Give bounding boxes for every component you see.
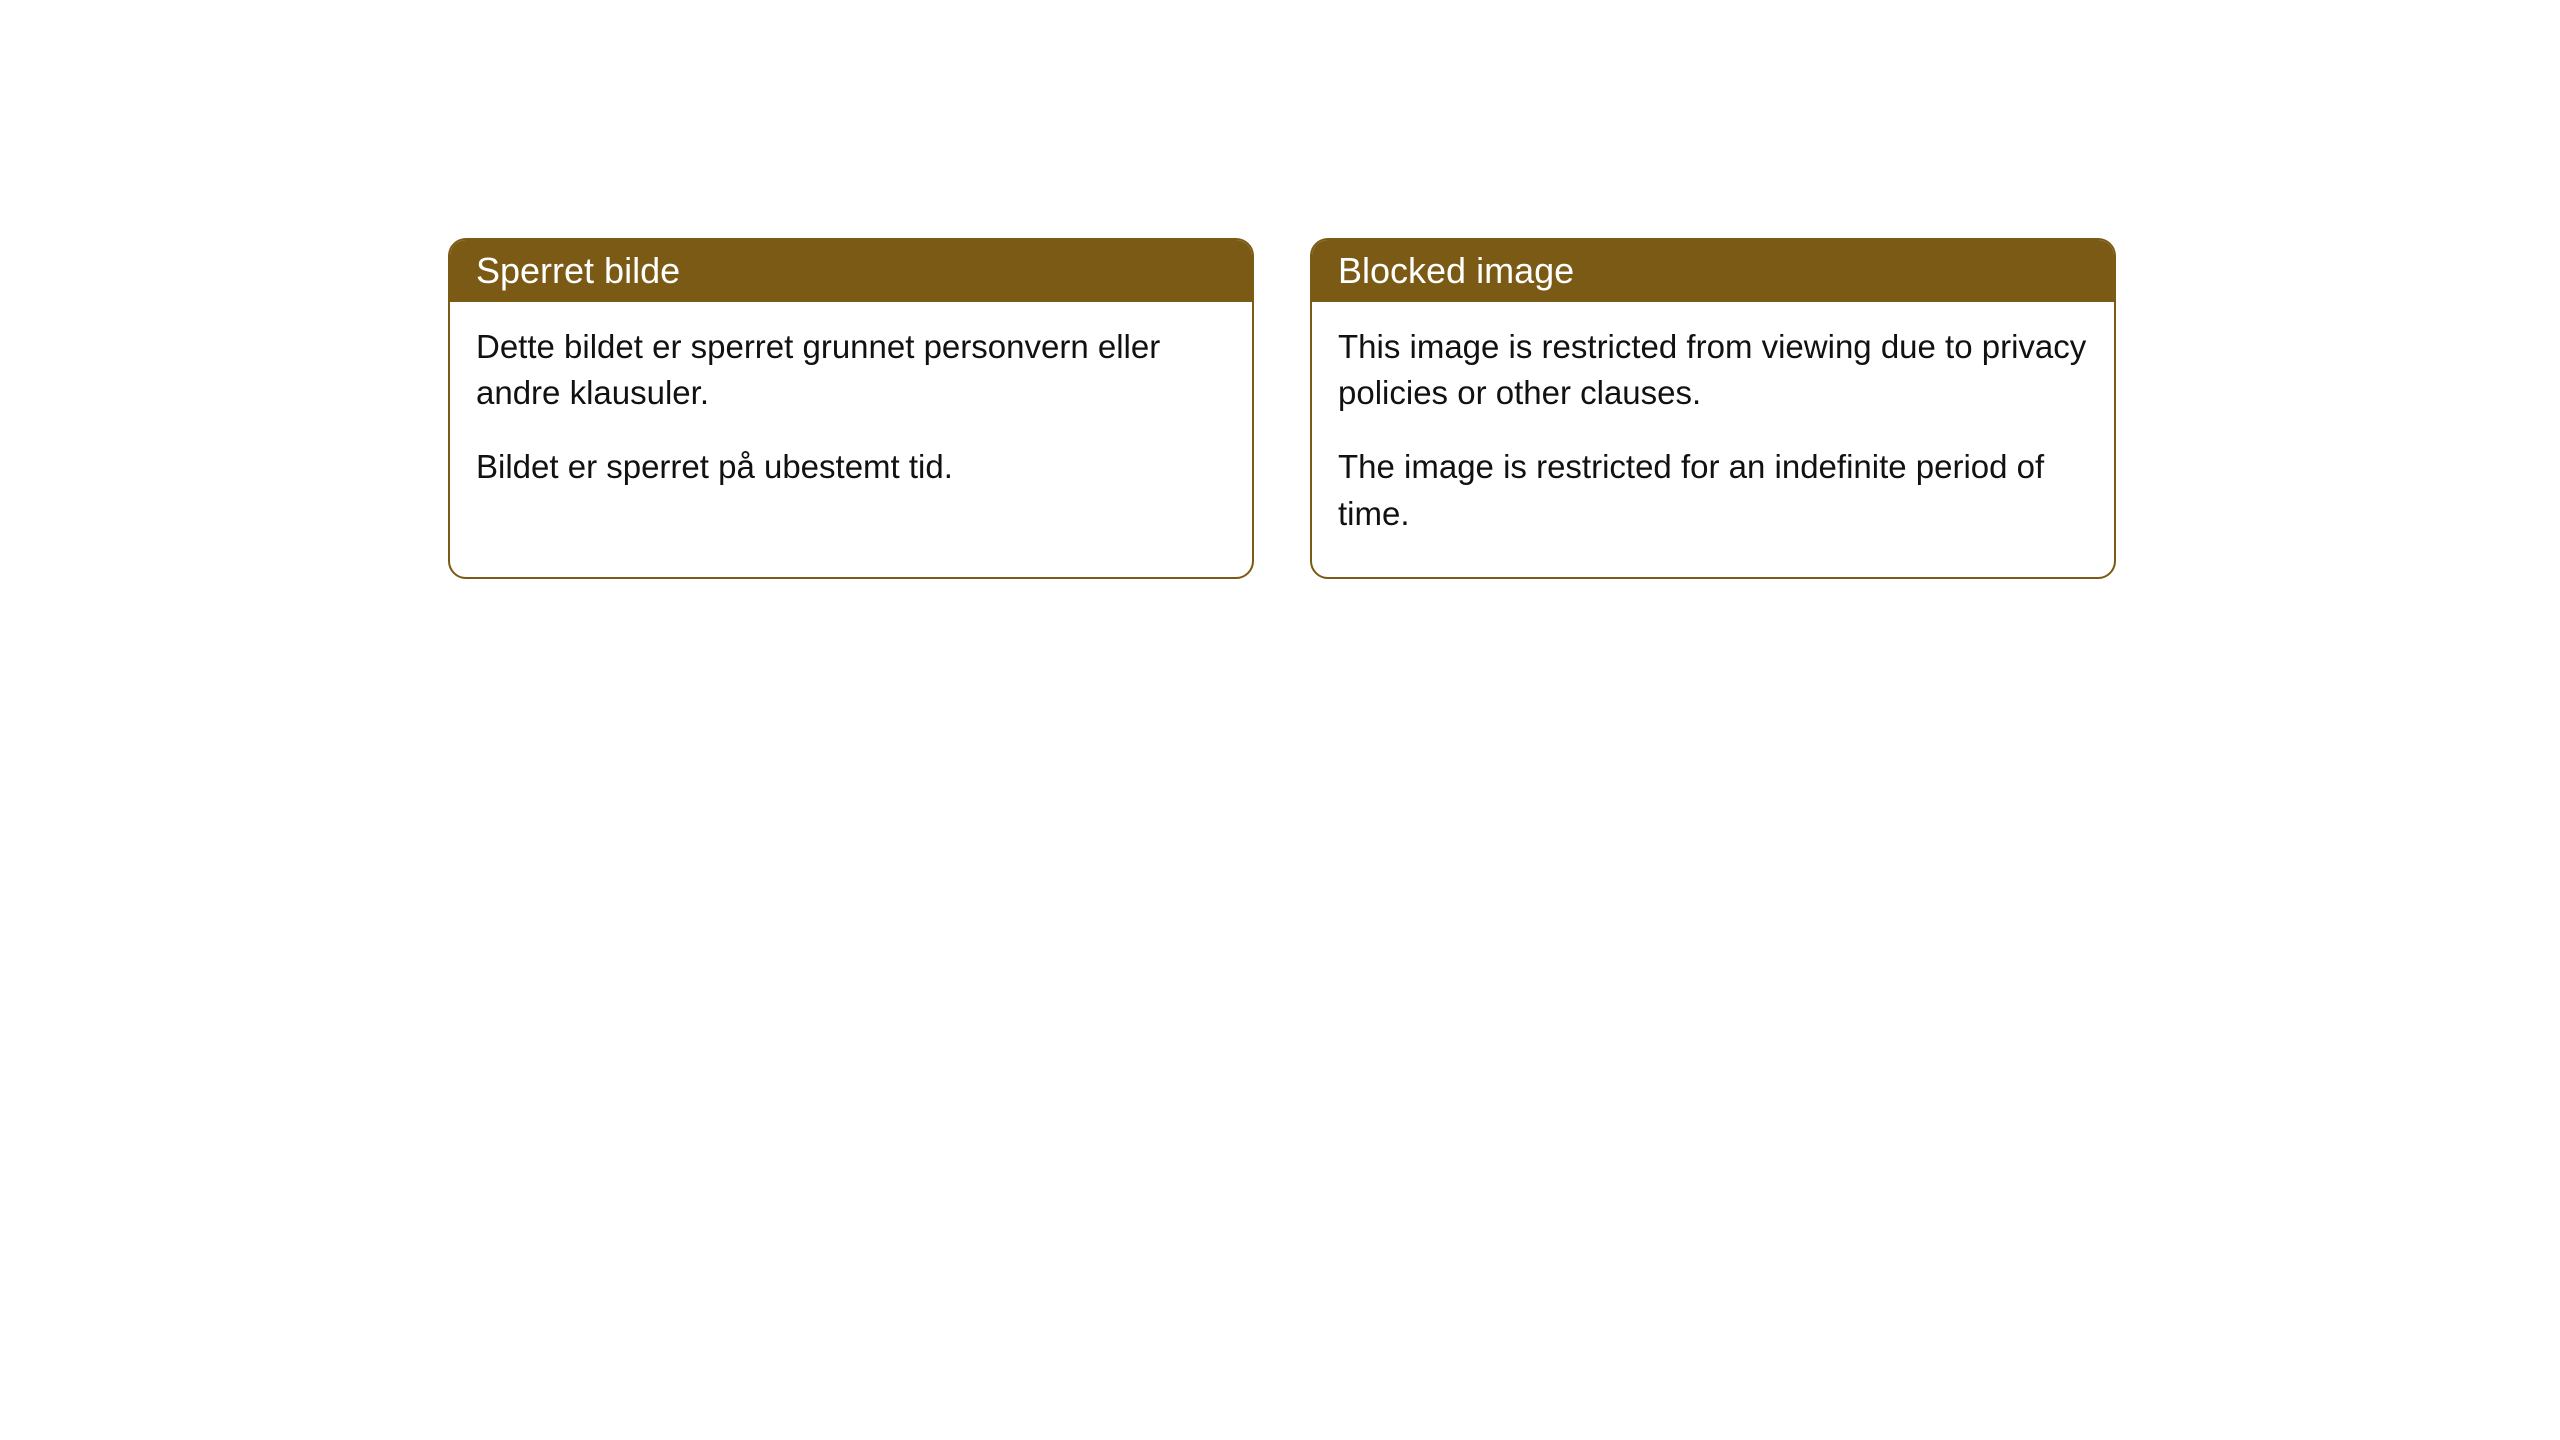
card-body-en: This image is restricted from viewing du… bbox=[1312, 302, 2114, 577]
card-title-no: Sperret bilde bbox=[476, 250, 680, 291]
card-title-en: Blocked image bbox=[1338, 250, 1574, 291]
card-paragraph-1-en: This image is restricted from viewing du… bbox=[1338, 324, 2088, 416]
blocked-image-card-en: Blocked image This image is restricted f… bbox=[1310, 238, 2116, 579]
notice-cards-container: Sperret bilde Dette bildet er sperret gr… bbox=[448, 238, 2116, 579]
card-paragraph-2-en: The image is restricted for an indefinit… bbox=[1338, 444, 2088, 536]
card-header-no: Sperret bilde bbox=[450, 240, 1252, 302]
card-paragraph-2-no: Bildet er sperret på ubestemt tid. bbox=[476, 444, 1226, 490]
card-body-no: Dette bildet er sperret grunnet personve… bbox=[450, 302, 1252, 531]
card-header-en: Blocked image bbox=[1312, 240, 2114, 302]
card-paragraph-1-no: Dette bildet er sperret grunnet personve… bbox=[476, 324, 1226, 416]
blocked-image-card-no: Sperret bilde Dette bildet er sperret gr… bbox=[448, 238, 1254, 579]
